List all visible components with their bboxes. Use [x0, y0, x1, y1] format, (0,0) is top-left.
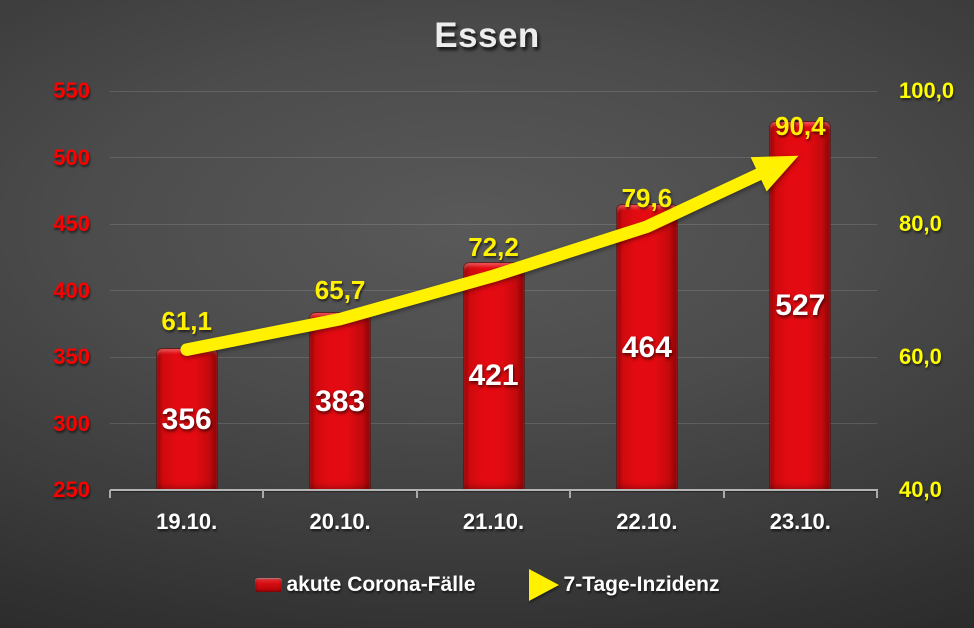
- y-axis-label-right: 100,0: [899, 78, 955, 103]
- bar-value-label: 356: [161, 402, 212, 436]
- line-value-label: 65,7: [314, 275, 366, 306]
- y-axis-label-left: 300: [53, 410, 90, 436]
- x-axis-tick: [262, 490, 265, 498]
- line-value-label: 90,4: [774, 110, 826, 141]
- y-axis-label-right: 40,0: [899, 477, 942, 502]
- bar-value-label: 421: [468, 359, 519, 393]
- x-axis-line: [110, 489, 878, 491]
- chart-title: Essen: [434, 16, 540, 55]
- bar: 356: [156, 349, 217, 490]
- y-axis-label-left: 250: [53, 477, 90, 502]
- gridline: [110, 157, 877, 158]
- legend-label-corona-faelle: akute Corona-Fälle: [286, 573, 476, 596]
- line-value-label: 79,6: [621, 182, 673, 213]
- legend-item-inzidenz: 7-Tage-Inzidenz: [528, 569, 720, 601]
- y-axis-label-left: 550: [53, 78, 90, 103]
- x-axis-tick: [722, 490, 725, 498]
- bar-value-label: 383: [315, 384, 366, 418]
- category-label: 22.10.: [616, 509, 678, 534]
- x-axis-tick: [876, 490, 878, 498]
- bar-value-label: 527: [775, 288, 826, 322]
- y-axis-label-left: 350: [53, 344, 90, 369]
- x-axis-tick: [109, 490, 111, 498]
- category-label: 21.10.: [462, 509, 525, 534]
- y-axis-label-right: 80,0: [899, 211, 942, 236]
- y-axis-label-left: 450: [53, 211, 90, 236]
- category-label: 19.10.: [156, 509, 218, 534]
- y-axis-label-left: 500: [53, 144, 90, 170]
- gridline: [110, 90, 877, 92]
- line-value-label: 72,2: [468, 231, 519, 262]
- legend-item-corona-faelle: akute Corona-Fälle: [254, 573, 476, 597]
- legend-label-inzidenz: 7-Tage-Inzidenz: [563, 573, 720, 596]
- x-axis-tick: [415, 490, 418, 498]
- category-label: 23.10.: [769, 509, 831, 534]
- legend: akute Corona-Fälle 7-Tage-Inzidenz: [0, 569, 974, 601]
- bar-swatch-icon: [254, 578, 282, 592]
- line-value-label: 61,1: [161, 305, 212, 336]
- category-label: 20.10.: [309, 509, 371, 534]
- x-axis-tick: [569, 490, 572, 498]
- y-axis-label-left: 400: [53, 277, 90, 303]
- y-axis-label-right: 60,0: [899, 344, 942, 369]
- triangle-arrow-icon: [528, 569, 559, 601]
